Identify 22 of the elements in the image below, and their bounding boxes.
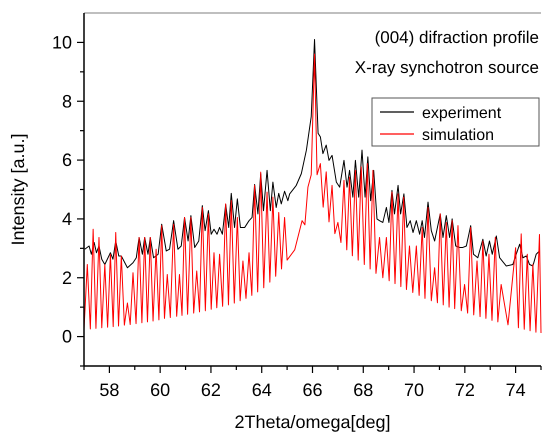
x-tick-label: 68 [353, 380, 374, 400]
y-axis-title: Intensity [a.u.] [8, 133, 28, 246]
x-axis-title: 2Theta/omega[deg] [234, 412, 391, 432]
y-tick-label: 6 [62, 150, 72, 170]
x-tick-label: 58 [99, 380, 120, 400]
x-tick-label: 70 [404, 380, 424, 400]
legend-label: experiment [422, 105, 502, 122]
y-tick-label: 10 [52, 32, 72, 52]
x-tick-label: 64 [252, 380, 272, 400]
x-tick-label: 74 [506, 380, 526, 400]
x-tick-label: 62 [200, 380, 221, 400]
line-series [84, 54, 542, 334]
y-tick-label: 8 [62, 91, 72, 112]
x-tick-label: 66 [302, 380, 323, 400]
x-tick-label: 72 [454, 380, 475, 400]
annotation: (004) difraction profile [374, 28, 539, 47]
y-tick-label: 0 [62, 326, 72, 347]
legend-label: simulation [422, 127, 494, 144]
annotation: X-ray synchotron source [354, 58, 539, 77]
y-tick-label: 2 [62, 268, 72, 288]
x-tick-label: 60 [150, 380, 170, 400]
y-tick-label: 4 [62, 208, 72, 229]
